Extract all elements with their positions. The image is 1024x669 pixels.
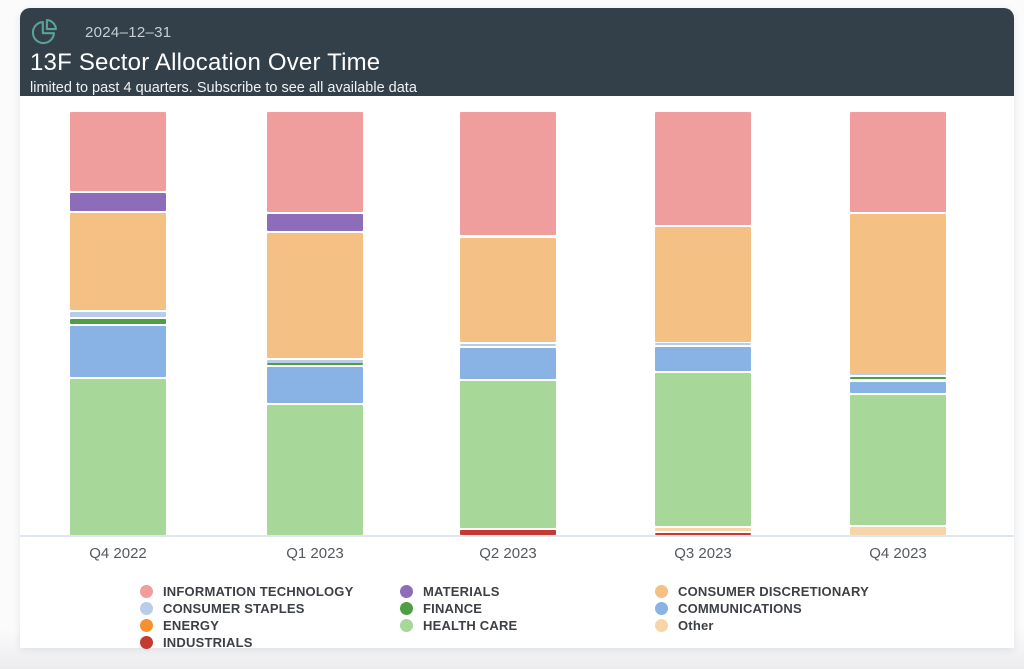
legend-item-finance[interactable]: FINANCE	[400, 600, 655, 617]
legend-dot-consumer_staples	[140, 602, 153, 615]
legend-label: Other	[678, 618, 714, 633]
legend-label: CONSUMER DISCRETIONARY	[678, 584, 869, 599]
legend-label: ENERGY	[163, 618, 220, 633]
legend-item-other[interactable]: Other	[655, 617, 935, 634]
bar-segment-finance[interactable]	[267, 363, 363, 365]
bar-segment-consumer_staples[interactable]	[850, 373, 946, 376]
bar-segment-communications[interactable]	[655, 347, 751, 371]
x-axis-labels: Q4 2022 Q1 2023 Q2 2023 Q3 2023 Q4 2023	[20, 545, 1014, 565]
bar-segment-health_care[interactable]	[850, 395, 946, 525]
bar-segment-finance[interactable]	[850, 377, 946, 380]
bar-segment-industrials[interactable]	[460, 529, 556, 535]
bar-segment-consumer_staples[interactable]	[655, 343, 751, 346]
legend-label: CONSUMER STAPLES	[163, 601, 305, 616]
stacked-bar	[70, 110, 166, 535]
x-axis-label: Q2 2023	[479, 545, 537, 562]
bar-segment-information_technology[interactable]	[70, 112, 166, 191]
legend-dot-industrials	[140, 636, 153, 649]
legend-column: INFORMATION TECHNOLOGY CONSUMER STAPLES EN…	[140, 583, 400, 651]
bar-segment-consumer_discretionary[interactable]	[655, 226, 751, 342]
stacked-bar	[850, 110, 946, 535]
bar-segment-finance[interactable]	[70, 318, 166, 324]
legend-dot-communications	[655, 602, 668, 615]
legend-dot-health_care	[400, 619, 413, 632]
page-title: 13F Sector Allocation Over Time	[30, 49, 381, 76]
bar-segment-other[interactable]	[850, 527, 946, 535]
legend-dot-consumer_discretionary	[655, 585, 668, 598]
chart-legend: INFORMATION TECHNOLOGY CONSUMER STAPLES EN…	[140, 583, 935, 651]
bar-segment-health_care[interactable]	[70, 379, 166, 535]
legend-dot-materials	[400, 585, 413, 598]
legend-label: INDUSTRIALS	[163, 635, 253, 650]
legend-item-health_care[interactable]: HEALTH CARE	[400, 617, 655, 634]
bar-segment-information_technology[interactable]	[460, 112, 556, 236]
bar-segment-consumer_staples[interactable]	[70, 312, 166, 317]
pie-chart-icon	[31, 19, 57, 45]
bar-segment-information_technology[interactable]	[655, 112, 751, 225]
bar-segment-industrials[interactable]	[655, 533, 751, 535]
stacked-bar	[267, 110, 363, 535]
legend-item-information_technology[interactable]: INFORMATION TECHNOLOGY	[140, 583, 400, 600]
legend-column: MATERIALS FINANCE HEALTH CARE	[400, 583, 655, 651]
card-header: 2024–12–31 13F Sector Allocation Over Ti…	[20, 8, 1014, 96]
bar-segment-consumer_discretionary[interactable]	[460, 237, 556, 343]
bar-segment-communications[interactable]	[850, 381, 946, 394]
legend-dot-finance	[400, 602, 413, 615]
bar-segment-health_care[interactable]	[460, 380, 556, 528]
legend-label: INFORMATION TECHNOLOGY	[163, 584, 354, 599]
legend-item-industrials[interactable]: INDUSTRIALS	[140, 634, 400, 651]
bar-segment-health_care[interactable]	[267, 405, 363, 535]
legend-dot-other	[655, 619, 668, 632]
x-axis-label: Q1 2023	[286, 545, 344, 562]
bar-segment-communications[interactable]	[267, 367, 363, 403]
legend-label: MATERIALS	[423, 584, 500, 599]
page-subtitle: limited to past 4 quarters. Subscribe to…	[30, 80, 417, 96]
legend-item-communications[interactable]: COMMUNICATIONS	[655, 600, 935, 617]
bar-segment-communications[interactable]	[70, 325, 166, 377]
report-date: 2024–12–31	[85, 23, 172, 41]
x-axis-line	[20, 535, 1014, 537]
stacked-bar	[460, 110, 556, 535]
legend-label: COMMUNICATIONS	[678, 601, 802, 616]
legend-item-energy[interactable]: ENERGY	[140, 617, 400, 634]
bar-segment-consumer_staples[interactable]	[267, 359, 363, 363]
bar-segment-other[interactable]	[655, 528, 751, 532]
bar-segment-consumer_discretionary[interactable]	[70, 213, 166, 311]
legend-dot-information_technology	[140, 585, 153, 598]
bar-segment-information_technology[interactable]	[267, 112, 363, 212]
bar-segment-communications[interactable]	[460, 348, 556, 379]
legend-label: HEALTH CARE	[423, 618, 518, 633]
bar-segment-consumer_discretionary[interactable]	[850, 214, 946, 374]
bar-segment-consumer_staples[interactable]	[460, 344, 556, 346]
x-axis-label: Q4 2023	[869, 545, 927, 562]
header-top-row: 2024–12–31	[30, 17, 998, 47]
bar-segment-health_care[interactable]	[655, 372, 751, 527]
legend-column: CONSUMER DISCRETIONARY COMMUNICATIONS Othe…	[655, 583, 935, 651]
legend-item-consumer_staples[interactable]: CONSUMER STAPLES	[140, 600, 400, 617]
legend-dot-energy	[140, 619, 153, 632]
legend-item-consumer_discretionary[interactable]: CONSUMER DISCRETIONARY	[655, 583, 935, 600]
chart-card: 2024–12–31 13F Sector Allocation Over Ti…	[20, 8, 1014, 651]
legend-item-materials[interactable]: MATERIALS	[400, 583, 655, 600]
bar-segment-materials[interactable]	[267, 214, 363, 232]
legend-label: FINANCE	[423, 601, 483, 616]
bar-segment-consumer_discretionary[interactable]	[267, 233, 363, 358]
bar-segment-information_technology[interactable]	[850, 112, 946, 212]
stacked-bar	[655, 110, 751, 535]
x-axis-label: Q4 2022	[89, 545, 147, 562]
x-axis-label: Q3 2023	[674, 545, 732, 562]
bar-segment-materials[interactable]	[70, 192, 166, 212]
stacked-bar-chart	[20, 110, 1014, 535]
